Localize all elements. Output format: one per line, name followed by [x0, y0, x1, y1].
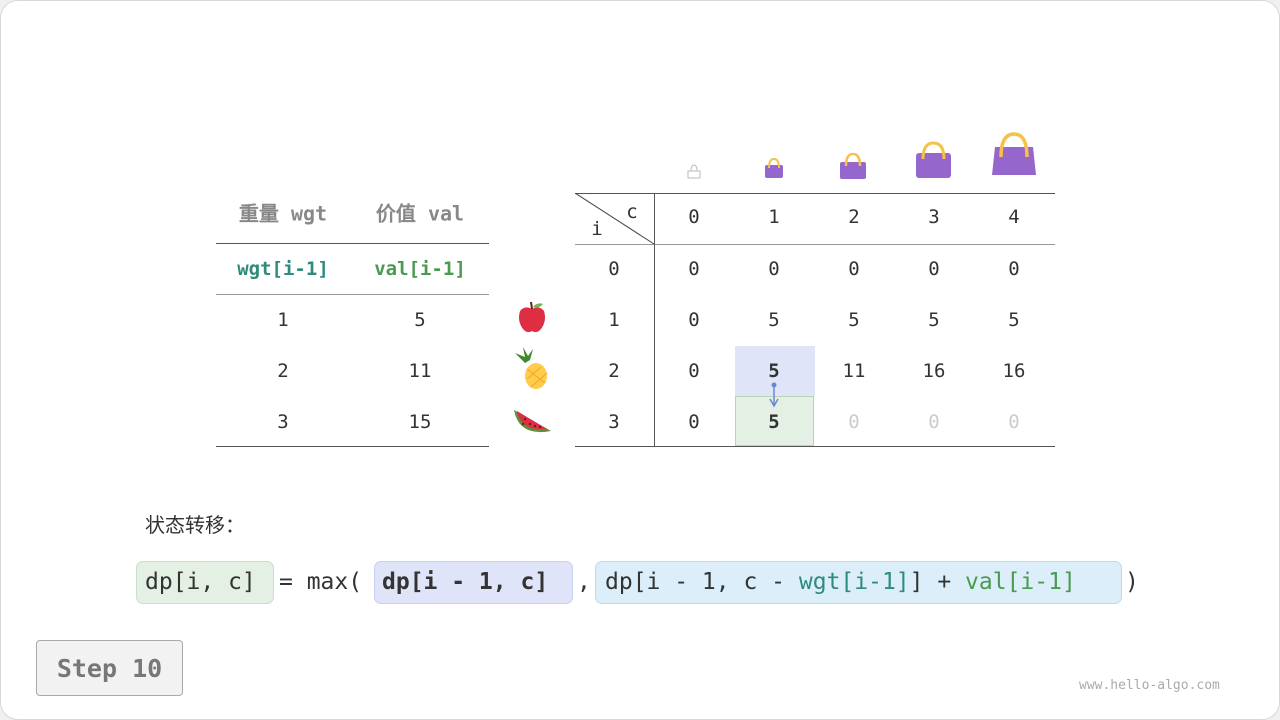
table-top-line: [575, 193, 1055, 194]
dp-cell: 5: [928, 309, 940, 331]
formula-comma: ,: [577, 569, 591, 595]
dp-cell: 0: [688, 360, 700, 382]
row-header: 2: [608, 360, 620, 382]
val-cell: 5: [414, 309, 426, 331]
watermark: www.hello-algo.com: [1079, 678, 1220, 693]
bag-0-icon: [687, 164, 701, 179]
table-vertical-line: [654, 193, 655, 447]
pineapple-icon: [515, 347, 548, 389]
col-header: 3: [928, 206, 940, 228]
dp-cell: 0: [688, 258, 700, 280]
dp-cell: 0: [688, 309, 700, 331]
bag-2-icon: [840, 152, 866, 179]
formula-close: ): [1125, 569, 1139, 595]
row-header: 3: [608, 411, 620, 433]
val-cell: 15: [408, 411, 432, 433]
dp-cell: 0: [848, 411, 860, 433]
opt2-wgt: wgt[i-1]: [798, 569, 910, 595]
dp-cell: 16: [1002, 360, 1026, 382]
bag-1-icon: [765, 157, 783, 178]
wgt-cell: 1: [277, 309, 289, 331]
dp-cell: 0: [928, 258, 940, 280]
opt1-box: [374, 561, 573, 604]
bag-3-icon: [916, 141, 951, 178]
dp-cell: 0: [1008, 258, 1020, 280]
opt2-part: dp[i - 1, c -: [605, 569, 799, 595]
wgt-cell: 2: [277, 360, 289, 382]
formula-lhs: dp[i, c]: [145, 569, 256, 595]
corner-diagonal: [575, 193, 655, 245]
apple-icon: [519, 301, 545, 333]
divider: [216, 243, 489, 244]
dp-cell: 5: [768, 411, 780, 433]
opt2-part: ] +: [909, 569, 966, 595]
source-cell-highlight: [735, 346, 815, 396]
dp-cell: 0: [688, 411, 700, 433]
corner-i-label: i: [591, 218, 603, 240]
col-header: 0: [688, 206, 700, 228]
val-cell: 11: [408, 360, 432, 382]
formula-eq-max: = max(: [279, 569, 363, 595]
formula-option2: dp[i - 1, c - wgt[i-1]] + val[i-1]: [605, 569, 1076, 595]
row-header: 1: [608, 309, 620, 331]
step-button[interactable]: Step 10: [36, 640, 183, 696]
col-header: 4: [1008, 206, 1020, 228]
table-header-line: [575, 244, 1055, 245]
divider: [216, 294, 489, 295]
divider: [216, 446, 489, 447]
dp-cell: 0: [848, 258, 860, 280]
formula-option1: dp[i - 1, c]: [382, 569, 549, 595]
arrow-down-icon: [769, 382, 779, 408]
table-bottom-line: [575, 446, 1055, 447]
dp-cell: 0: [1008, 411, 1020, 433]
header-val: 价值 val: [375, 201, 465, 226]
opt2-box: [595, 561, 1122, 604]
wgt-cell: 3: [277, 411, 289, 433]
dp-cell: 5: [768, 309, 780, 331]
subheader-wgt: wgt[i-1]: [237, 258, 329, 280]
formula-label: 状态转移：: [145, 513, 245, 537]
dp-cell: 0: [768, 258, 780, 280]
col-header: 1: [768, 206, 780, 228]
dp-cell: 11: [842, 360, 866, 382]
opt2-val: val[i-1]: [965, 569, 1076, 595]
watermelon-icon: [514, 410, 551, 433]
col-header: 2: [848, 206, 860, 228]
header-wgt: 重量 wgt: [238, 201, 328, 226]
subheader-val: val[i-1]: [374, 258, 466, 280]
dp-cell: 5: [768, 360, 780, 382]
dp-cell: 5: [848, 309, 860, 331]
lhs-box: [136, 561, 274, 604]
bag-4-icon: [992, 132, 1036, 175]
dp-cell: 16: [922, 360, 946, 382]
row-header: 0: [608, 258, 620, 280]
dp-cell: 0: [928, 411, 940, 433]
corner-c-label: c: [626, 201, 638, 223]
dp-cell: 5: [1008, 309, 1020, 331]
